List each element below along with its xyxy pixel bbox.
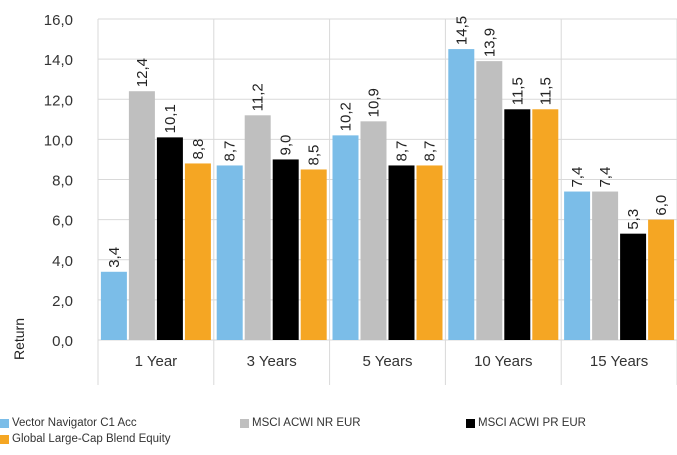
bar [532, 109, 559, 340]
bar-value-label: 10,1 [162, 104, 179, 133]
bar-value-label: 10,2 [338, 102, 355, 131]
y-axis-ticks: 0,0 2,0 4,0 6,0 8,0 10,0 12,0 14,0 16,0 [44, 12, 73, 350]
bar-value-label: 8,7 [422, 141, 439, 162]
legend-swatch [240, 418, 249, 428]
y-tick-label: 14,0 [44, 52, 73, 69]
bar [648, 219, 675, 340]
y-tick-label: 10,0 [44, 132, 73, 149]
bar [300, 169, 327, 340]
y-tick-label: 2,0 [52, 293, 73, 310]
bars [100, 49, 675, 340]
legend-item: MSCI ACWI NR EUR [240, 417, 361, 429]
legend-item: MSCI ACWI PR EUR [466, 417, 586, 429]
legend: Vector Navigator C1 Acc MSCI ACWI NR EUR M… [0, 417, 677, 455]
bar-value-label: 13,9 [481, 28, 498, 57]
y-tick-label: 8,0 [52, 173, 73, 190]
y-axis-title: Return [11, 318, 27, 360]
grid-lines [97, 18, 677, 385]
legend-swatch [466, 418, 475, 428]
bar-value-label: 8,5 [306, 145, 323, 166]
y-tick-label: 16,0 [44, 12, 73, 29]
bar [216, 165, 243, 340]
legend-label: Vector Navigator C1 Acc [12, 417, 137, 429]
bar-value-label: 11,2 [250, 83, 267, 111]
bar-value-label: 5,3 [625, 209, 642, 230]
bar [360, 121, 387, 340]
bar-value-label: 9,0 [278, 135, 295, 156]
legend-label: Global Large-Cap Blend Equity [12, 433, 171, 445]
bar [100, 271, 127, 340]
bar-value-labels: 3,4 12,4 10,1 8,8 8,7 11,2 9,0 8,5 10,2 10,9 8,7 8,… [106, 16, 670, 268]
bar [476, 61, 503, 340]
bar-value-label: 7,4 [569, 167, 586, 188]
bar-value-label: 7,4 [597, 167, 614, 188]
x-tick-label: 3 Years [247, 353, 297, 370]
bar [564, 191, 591, 340]
y-tick-label: 6,0 [52, 213, 73, 230]
bar-value-label: 8,8 [190, 139, 207, 160]
legend-item: Vector Navigator C1 Acc [0, 417, 137, 429]
legend-label: MSCI ACWI NR EUR [252, 417, 361, 429]
legend-item: Global Large-Cap Blend Equity [0, 433, 171, 445]
bar [504, 109, 531, 340]
bar [156, 137, 183, 340]
bar [592, 191, 619, 340]
y-tick-label: 12,0 [44, 92, 73, 109]
x-tick-label: 1 Year [135, 353, 178, 370]
bar-value-label: 6,0 [653, 195, 670, 216]
bar [128, 91, 155, 340]
bar [388, 165, 415, 340]
bar [244, 115, 271, 340]
bar-chart: 0,0 2,0 4,0 6,0 8,0 10,0 12,0 14,0 16,0 3,4 12,4 1… [11, 12, 677, 385]
bar-value-label: 11,5 [537, 77, 554, 105]
x-tick-label: 5 Years [362, 353, 412, 370]
bar-value-label: 8,7 [394, 141, 411, 162]
bar-value-label: 12,4 [134, 58, 151, 87]
legend-label: MSCI ACWI PR EUR [478, 417, 586, 429]
bar-value-label: 3,4 [106, 247, 123, 268]
y-tick-label: 4,0 [52, 253, 73, 270]
bar [448, 49, 475, 340]
bar-value-label: 14,5 [453, 16, 470, 45]
y-tick-label: 0,0 [52, 333, 73, 350]
bar [416, 165, 443, 340]
x-tick-label: 15 Years [590, 353, 648, 370]
x-tick-label: 10 Years [474, 353, 532, 370]
bar [272, 159, 299, 340]
bar [332, 135, 359, 340]
bar [184, 163, 211, 340]
legend-swatch [0, 434, 9, 444]
bar-value-label: 10,9 [366, 88, 383, 117]
bar [620, 233, 647, 340]
bar-value-label: 11,5 [509, 77, 526, 105]
bar-value-label: 8,7 [222, 141, 239, 162]
legend-swatch [0, 418, 9, 428]
x-axis-labels: 1 Year 3 Years 5 Years 10 Years 15 Years [135, 353, 649, 370]
